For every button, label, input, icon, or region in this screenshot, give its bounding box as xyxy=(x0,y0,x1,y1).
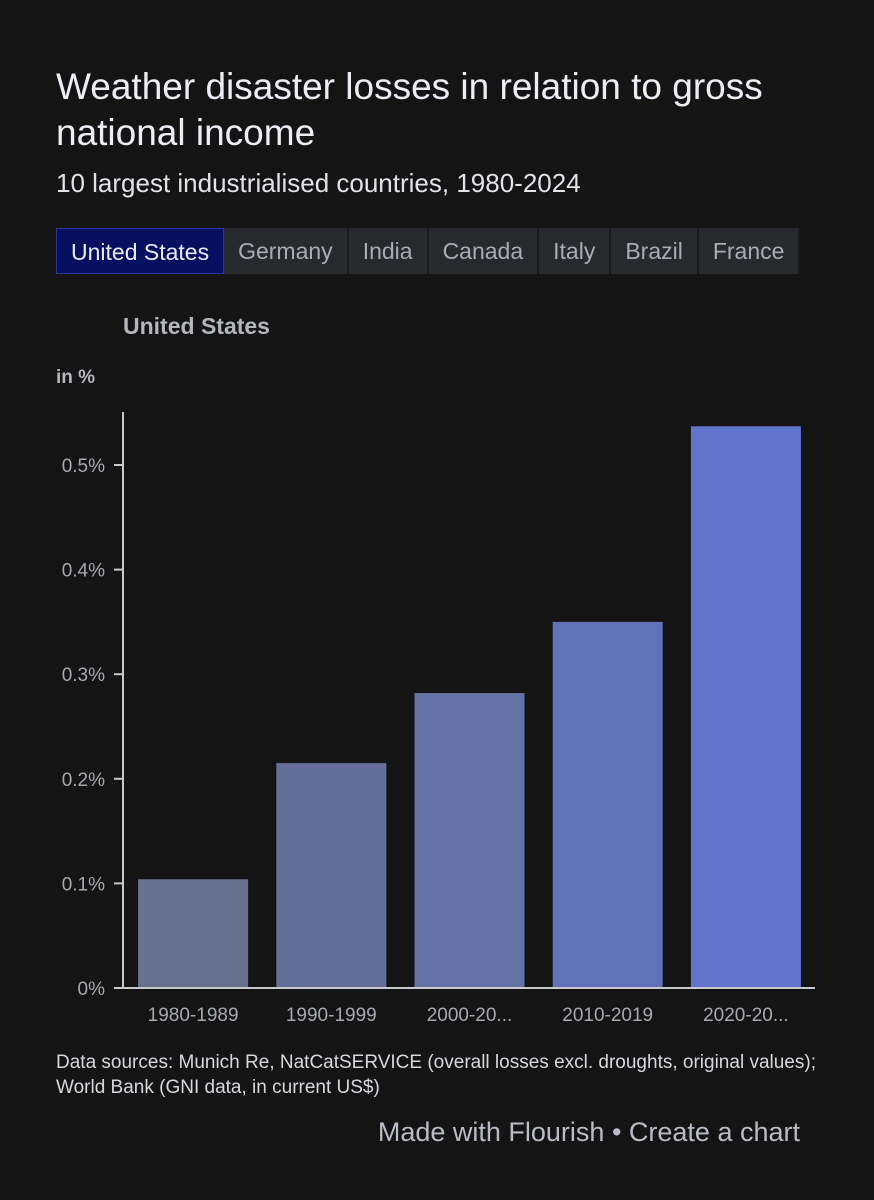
bar xyxy=(138,879,249,988)
create-chart-link[interactable]: Create a chart xyxy=(628,1117,800,1147)
tab-germany[interactable]: Germany xyxy=(224,228,349,274)
y-tick-label: 0% xyxy=(78,979,106,1000)
tab-india[interactable]: India xyxy=(348,228,429,274)
y-axis-unit-label: in % xyxy=(56,367,96,388)
x-tick-label: 1990-1999 xyxy=(286,1005,377,1026)
y-tick-label: 0.1% xyxy=(62,874,105,895)
country-tabs: United States Germany India Canada Italy… xyxy=(56,228,820,274)
chart-title: Weather disaster losses in relation to g… xyxy=(56,66,763,153)
x-tick-label: 2020-20... xyxy=(703,1005,789,1026)
credit-separator: • xyxy=(611,1117,622,1147)
bar xyxy=(690,426,801,989)
bar xyxy=(552,621,663,988)
y-tick-label: 0.5% xyxy=(62,456,105,477)
y-tick-label: 0.3% xyxy=(62,665,105,686)
tab-united-states[interactable]: United States xyxy=(56,228,225,274)
y-tick-label: 0.2% xyxy=(62,770,105,791)
chart-subtitle: 10 largest industrialised countries, 198… xyxy=(56,168,581,198)
chart-heading: United States xyxy=(123,313,270,339)
x-tick-label: 1980-1989 xyxy=(148,1005,239,1026)
tab-brazil[interactable]: Brazil xyxy=(611,228,699,274)
bar xyxy=(276,763,387,988)
y-tick-label: 0.4% xyxy=(62,561,105,582)
tab-france[interactable]: France xyxy=(698,228,801,274)
data-source-note: Data sources: Munich Re, NatCatSERVICE (… xyxy=(56,1052,816,1098)
tab-canada[interactable]: Canada xyxy=(428,228,540,274)
made-with-flourish-link[interactable]: Made with Flourish xyxy=(377,1117,605,1147)
tab-italy[interactable]: Italy xyxy=(539,228,612,274)
x-tick-label: 2010-2019 xyxy=(562,1005,653,1026)
bar xyxy=(414,693,525,988)
flourish-credit: Made with Flourish • Create a chart xyxy=(378,1117,800,1148)
x-tick-label: 2000-20... xyxy=(427,1005,513,1026)
